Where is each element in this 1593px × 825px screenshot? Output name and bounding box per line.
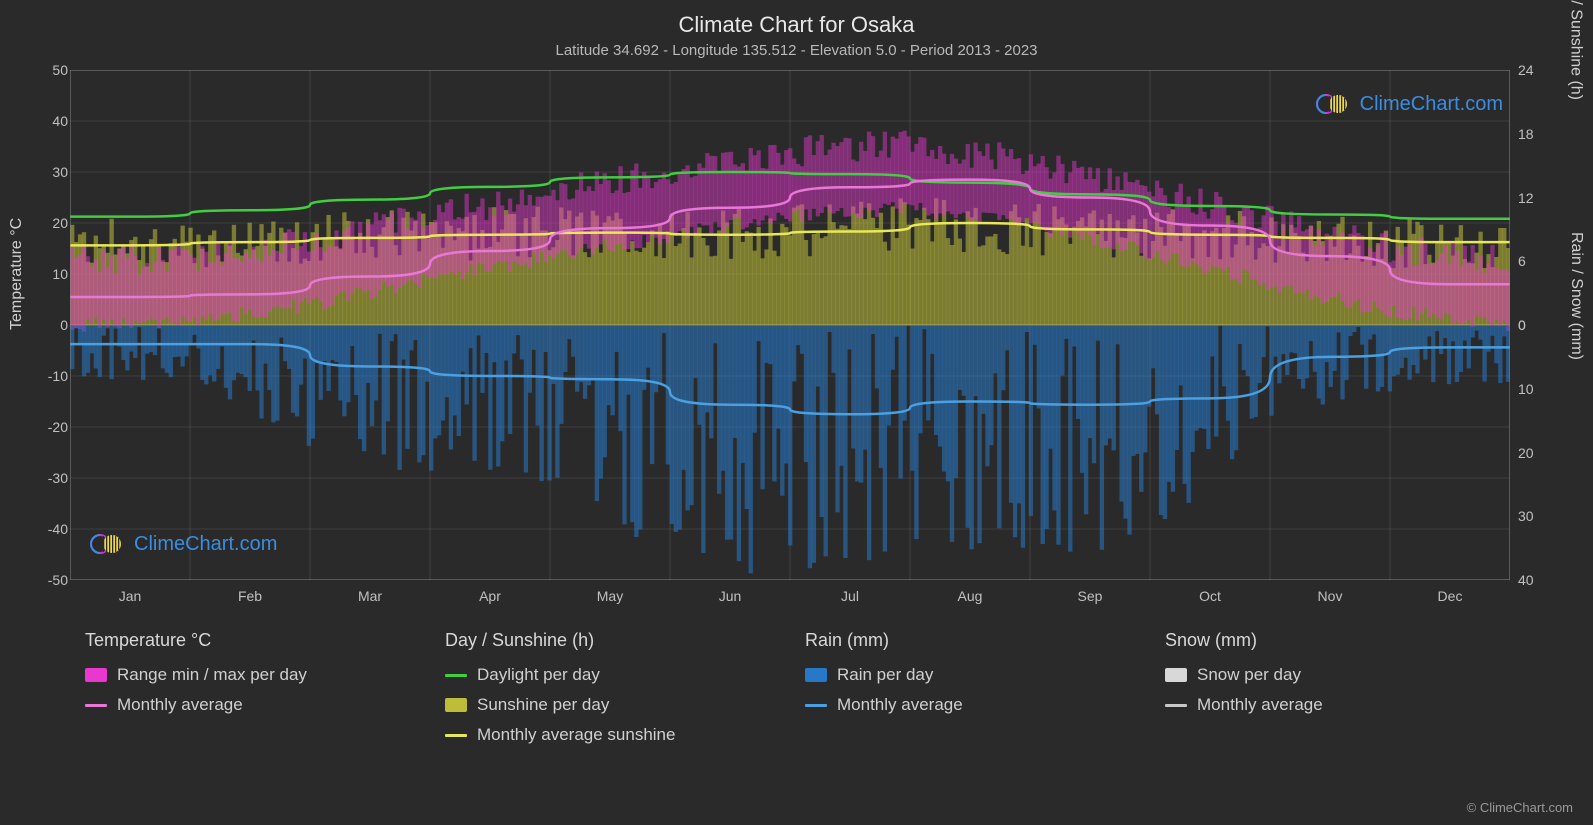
left-tick: -50: [28, 572, 68, 588]
legend-swatch-icon: [85, 668, 107, 682]
left-tick: 50: [28, 62, 68, 78]
legend-item: Daylight per day: [445, 665, 805, 685]
month-tick: Jun: [670, 588, 790, 604]
watermark-text: ClimeChart.com: [134, 533, 277, 556]
month-tick: Apr: [430, 588, 550, 604]
legend-item: Rain per day: [805, 665, 1165, 685]
logo-icon: [90, 530, 126, 558]
legend-swatch-icon: [1165, 668, 1187, 682]
legend-swatch-icon: [805, 668, 827, 682]
legend-label: Monthly average: [117, 695, 243, 715]
legend-column: Day / Sunshine (h) Daylight per day Sunshi…: [445, 630, 805, 755]
watermark-text: ClimeChart.com: [1360, 93, 1503, 116]
chart-svg: [70, 70, 1510, 580]
right-bottom-tick: 10: [1518, 381, 1534, 397]
legend-item: Range min / max per day: [85, 665, 445, 685]
left-tick: 40: [28, 113, 68, 129]
month-tick: Sep: [1030, 588, 1150, 604]
legend-item: Snow per day: [1165, 665, 1525, 685]
watermark-top: ClimeChart.com: [1316, 90, 1503, 118]
legend-label: Snow per day: [1197, 665, 1301, 685]
month-tick: Nov: [1270, 588, 1390, 604]
left-tick: 30: [28, 164, 68, 180]
month-tick: Dec: [1390, 588, 1510, 604]
legend-title: Rain (mm): [805, 630, 1165, 651]
left-tick: 20: [28, 215, 68, 231]
right-bottom-tick: 0: [1518, 317, 1526, 333]
right-bottom-tick: 20: [1518, 445, 1534, 461]
legend-label: Sunshine per day: [477, 695, 609, 715]
legend-item: Monthly average: [1165, 695, 1525, 715]
legend-title: Day / Sunshine (h): [445, 630, 805, 651]
logo-icon: [1316, 90, 1352, 118]
y-axis-right-bottom-label: Rain / Snow (mm): [1567, 232, 1585, 360]
right-top-tick: 24: [1518, 62, 1534, 78]
y-axis-right-top-label: Day / Sunshine (h): [1567, 0, 1585, 100]
legend-line-icon: [1165, 704, 1187, 707]
left-tick: 10: [28, 266, 68, 282]
chart-title: Climate Chart for Osaka: [0, 12, 1593, 38]
right-top-tick: 6: [1518, 253, 1526, 269]
right-top-tick: 18: [1518, 126, 1534, 142]
legend-label: Rain per day: [837, 665, 933, 685]
legend-line-icon: [85, 704, 107, 707]
right-bottom-tick: 30: [1518, 508, 1534, 524]
legend-label: Daylight per day: [477, 665, 600, 685]
legend-label: Monthly average sunshine: [477, 725, 675, 745]
month-tick: Oct: [1150, 588, 1270, 604]
month-tick: May: [550, 588, 670, 604]
legend-item: Sunshine per day: [445, 695, 805, 715]
left-tick: 0: [28, 317, 68, 333]
left-tick: -20: [28, 419, 68, 435]
legend-swatch-icon: [445, 698, 467, 712]
copyright: © ClimeChart.com: [1467, 800, 1573, 815]
legend-line-icon: [805, 704, 827, 707]
legend-title: Snow (mm): [1165, 630, 1525, 651]
watermark-bottom: ClimeChart.com: [90, 530, 277, 558]
left-tick: -30: [28, 470, 68, 486]
legend-label: Range min / max per day: [117, 665, 307, 685]
month-tick: Jan: [70, 588, 190, 604]
legend-title: Temperature °C: [85, 630, 445, 651]
chart-subtitle: Latitude 34.692 - Longitude 135.512 - El…: [0, 42, 1593, 59]
legend: Temperature °C Range min / max per day Mon…: [85, 630, 1525, 755]
chart-plot-area: [70, 70, 1510, 580]
left-tick: -40: [28, 521, 68, 537]
left-tick: -10: [28, 368, 68, 384]
legend-item: Monthly average sunshine: [445, 725, 805, 745]
legend-column: Rain (mm) Rain per day Monthly average: [805, 630, 1165, 755]
legend-label: Monthly average: [837, 695, 963, 715]
legend-item: Monthly average: [805, 695, 1165, 715]
month-tick: Feb: [190, 588, 310, 604]
legend-column: Snow (mm) Snow per day Monthly average: [1165, 630, 1525, 755]
legend-label: Monthly average: [1197, 695, 1323, 715]
y-axis-left-label: Temperature °C: [8, 218, 26, 330]
right-top-tick: 12: [1518, 190, 1534, 206]
month-tick: Mar: [310, 588, 430, 604]
legend-line-icon: [445, 674, 467, 677]
legend-line-icon: [445, 734, 467, 737]
month-tick: Jul: [790, 588, 910, 604]
month-tick: Aug: [910, 588, 1030, 604]
right-bottom-tick: 40: [1518, 572, 1534, 588]
legend-item: Monthly average: [85, 695, 445, 715]
legend-column: Temperature °C Range min / max per day Mon…: [85, 630, 445, 755]
